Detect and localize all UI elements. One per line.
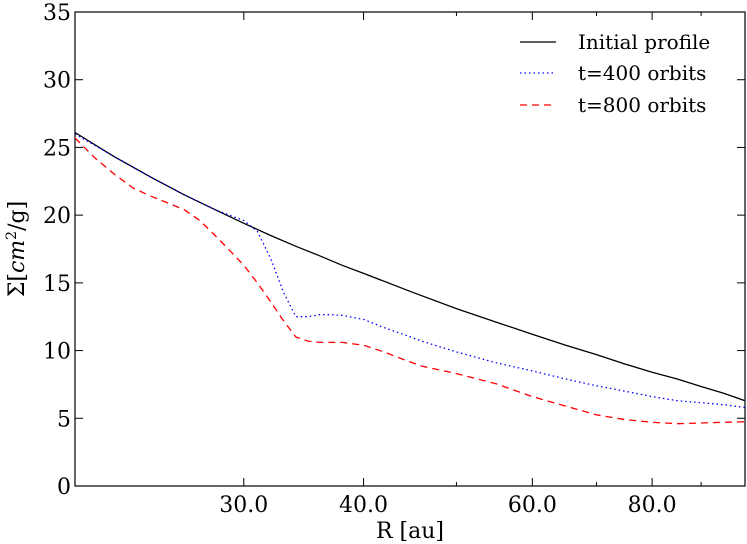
series-line-2 bbox=[75, 137, 745, 425]
y-tick-label: 10 bbox=[43, 340, 71, 365]
plot-frame bbox=[74, 11, 746, 487]
x-tick-label: 60.0 bbox=[508, 493, 557, 518]
legend-entry-initial-profile: Initial profile bbox=[520, 30, 710, 54]
y-axis-label-suffix: /g] bbox=[5, 201, 30, 231]
x-axis-label: R [au] bbox=[376, 519, 444, 544]
legend-entry-t800: t=800 orbits bbox=[520, 93, 706, 117]
y-tick-label: 30 bbox=[43, 69, 71, 94]
legend-label-t400: t=400 orbits bbox=[578, 61, 706, 85]
series-line-0 bbox=[75, 131, 745, 402]
x-tick-label: 30.0 bbox=[219, 493, 268, 518]
plot-area bbox=[74, 11, 746, 487]
series-line-1 bbox=[75, 133, 745, 409]
y-axis-label: Σ[cm2/g] bbox=[4, 201, 30, 297]
y-axis-label-prefix: Σ[ bbox=[5, 273, 30, 297]
y-tick-label: 5 bbox=[57, 407, 71, 432]
y-tick-label: 15 bbox=[43, 272, 71, 297]
ticks-layer: 0 5 10 15 20 25 30 35 30.0 40.0 60.0 80.0 bbox=[43, 1, 746, 518]
y-tick-label: 25 bbox=[43, 136, 71, 161]
series-layer bbox=[75, 131, 745, 425]
x-tick-label: 40.0 bbox=[339, 493, 388, 518]
legend-label-initial-profile: Initial profile bbox=[578, 30, 710, 54]
y-tick-label: 35 bbox=[43, 1, 71, 26]
y-axis-label-unit: cm bbox=[5, 240, 30, 273]
legend-label-t800: t=800 orbits bbox=[578, 93, 706, 117]
y-axis-label-exponent: 2 bbox=[4, 231, 20, 240]
y-tick-label: 0 bbox=[57, 475, 71, 500]
legend: Initial profile t=400 orbits t=800 orbit… bbox=[520, 30, 710, 117]
legend-entry-t400: t=400 orbits bbox=[520, 61, 706, 85]
y-tick-label: 20 bbox=[43, 204, 71, 229]
x-tick-label: 80.0 bbox=[628, 493, 677, 518]
